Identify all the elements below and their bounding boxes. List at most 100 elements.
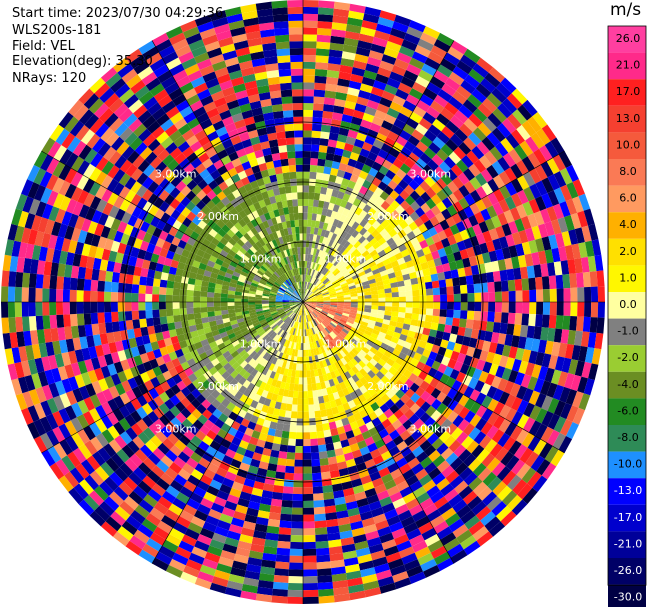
velocity-gate: [359, 148, 371, 158]
velocity-gate: [316, 304, 324, 307]
velocity-gate: [303, 144, 312, 152]
velocity-gate: [333, 242, 341, 251]
velocity-gate: [152, 278, 161, 287]
velocity-gate: [371, 161, 382, 172]
velocity-gate: [329, 255, 336, 264]
velocity-gate: [534, 164, 548, 181]
velocity-gate: [428, 243, 438, 253]
velocity-gate: [382, 258, 391, 266]
velocity-gate: [464, 193, 476, 206]
velocity-gate: [309, 284, 315, 291]
velocity-gate: [314, 289, 321, 295]
velocity-gate: [440, 173, 453, 186]
velocity-gate: [522, 290, 530, 302]
velocity-gate: [315, 424, 324, 432]
velocity-gate: [152, 302, 160, 310]
velocity-gate: [362, 230, 371, 239]
velocity-gate: [378, 305, 386, 311]
velocity-gate: [303, 75, 315, 83]
velocity-gate: [327, 286, 335, 291]
velocity-gate: [304, 267, 307, 275]
velocity-gate: [432, 287, 441, 296]
velocity-gate: [565, 198, 578, 216]
velocity-gate: [323, 498, 336, 507]
velocity-gate: [303, 151, 311, 159]
velocity-gate: [532, 111, 548, 129]
velocity-gate: [308, 268, 312, 276]
velocity-gate: [363, 287, 371, 293]
velocity-gate: [440, 255, 449, 265]
velocity-gate: [497, 156, 511, 172]
velocity-gate: [323, 300, 331, 302]
velocity-gate: [433, 294, 441, 302]
velocity-gate: [420, 202, 431, 214]
velocity-gate: [289, 548, 303, 556]
velocity-gate: [431, 315, 440, 324]
velocity-gate: [497, 212, 509, 226]
velocity-gate: [511, 256, 520, 269]
velocity-gate: [364, 6, 382, 17]
velocity-gate: [498, 236, 509, 249]
velocity-gate: [316, 264, 322, 272]
velocity-gate: [411, 283, 420, 291]
velocity-gate: [461, 155, 474, 169]
velocity-gate: [316, 298, 324, 301]
velocity-gate: [322, 201, 330, 210]
velocity-gate: [338, 162, 348, 172]
velocity-gate: [500, 77, 517, 94]
velocity-gate: [568, 229, 579, 245]
velocity-gate: [350, 302, 358, 305]
velocity-gate: [326, 284, 334, 290]
velocity-gate: [292, 397, 298, 405]
velocity-gate: [519, 324, 529, 338]
velocity-gate: [424, 252, 434, 262]
velocity-gate: [445, 216, 456, 228]
velocity-gate: [303, 164, 311, 172]
velocity-gate: [361, 164, 372, 174]
velocity-gate: [324, 253, 331, 261]
velocity-gate: [363, 69, 378, 81]
velocity-gate: [407, 152, 420, 164]
velocity-gate: [436, 189, 448, 202]
velocity-gate: [318, 444, 327, 453]
velocity-gate: [446, 309, 454, 318]
velocity-gate: [594, 254, 604, 272]
velocity-gate: [433, 223, 444, 234]
velocity-gate: [581, 225, 592, 243]
velocity-gate: [537, 250, 548, 265]
velocity-gate: [35, 302, 43, 317]
velocity-gate: [349, 268, 357, 275]
velocity-gate: [409, 57, 425, 70]
velocity-gate: [476, 233, 486, 245]
velocity-gate: [349, 290, 358, 295]
velocity-gate: [338, 71, 352, 81]
velocity-gate: [370, 312, 378, 318]
velocity-gate: [367, 274, 375, 281]
velocity-gate: [430, 273, 439, 282]
velocity-gate: [309, 295, 316, 300]
velocity-gate: [310, 452, 320, 460]
velocity-gate: [479, 242, 489, 255]
velocity-gate: [488, 67, 506, 83]
velocity-gate: [368, 260, 377, 268]
velocity-gate: [367, 225, 376, 235]
velocity-gate: [295, 439, 303, 447]
velocity-gate: [327, 63, 341, 72]
velocity-gate: [424, 57, 441, 71]
velocity-gate: [346, 243, 354, 251]
velocity-gate: [381, 120, 394, 131]
velocity-gate: [423, 147, 437, 160]
velocity-gate: [303, 295, 306, 302]
velocity-gate: [349, 204, 358, 213]
velocity-gate: [351, 145, 363, 155]
velocity-gate: [318, 151, 327, 160]
velocity-gate: [303, 404, 309, 412]
velocity-gate: [321, 290, 329, 295]
velocity-gate: [297, 391, 303, 399]
velocity-gate: [364, 135, 376, 146]
velocity-gate: [452, 317, 460, 327]
velocity-gate: [306, 377, 312, 385]
velocity-gate: [494, 312, 502, 323]
velocity-gate: [303, 89, 315, 97]
velocity-gate: [303, 596, 319, 604]
